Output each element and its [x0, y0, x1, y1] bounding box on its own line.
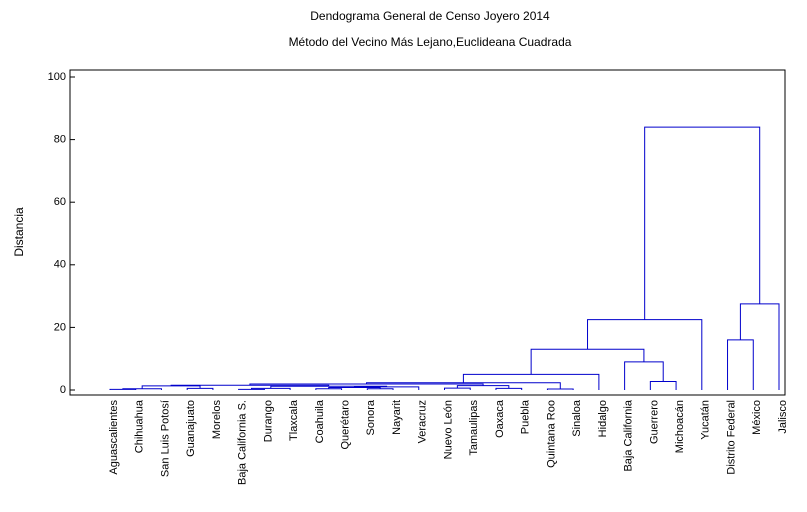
- leaf-label: Michoacán: [674, 400, 686, 453]
- leaf-label: Yucatán: [700, 400, 712, 440]
- y-axis-label: Distancia: [12, 207, 26, 257]
- leaf-label: Baja California: [623, 399, 635, 471]
- plot-frame: [69, 69, 786, 396]
- y-tick-label: 40: [54, 259, 66, 271]
- dendrogram-link: [238, 388, 265, 390]
- leaf-label: Tlaxcala: [288, 399, 300, 441]
- leaf-label: Chihuahua: [134, 399, 146, 453]
- chart-subtitle: Método del Vecino Más Lejano,Euclideana …: [289, 35, 572, 49]
- dendrogram-link: [644, 126, 761, 320]
- y-tick-label: 60: [54, 196, 66, 208]
- leaf-label: Sonora: [365, 399, 377, 435]
- dendrogram-link: [186, 387, 214, 390]
- dendrogram-link: [739, 303, 780, 390]
- leaf-label: México: [751, 400, 763, 435]
- leaf-label: Querétaro: [339, 400, 351, 450]
- leaf-label: Distrito Federal: [725, 400, 737, 475]
- dendrogram-link: [366, 388, 394, 390]
- leaf-label: Guerrero: [648, 400, 660, 444]
- leaf-label: Puebla: [520, 399, 532, 434]
- dendrogram-link: [727, 339, 754, 390]
- leaf-label: Guanajuato: [185, 400, 197, 457]
- dendrogram-link: [624, 361, 664, 390]
- leaf-label: San Luis Potosí: [159, 400, 171, 477]
- leaf-label: Aguascalientes: [108, 400, 120, 475]
- leaf-label: Sinaloa: [571, 399, 583, 437]
- leaf-label: Quintana Roo: [545, 400, 557, 468]
- chart-title: Dendograma General de Censo Joyero 2014: [310, 9, 550, 23]
- leaf-label: Hidalgo: [597, 400, 609, 437]
- leaf-label: Nayarit: [391, 400, 403, 435]
- dendrogram-link: [587, 319, 703, 390]
- dendrogram-link: [546, 388, 574, 390]
- y-tick-label: 20: [54, 321, 66, 333]
- y-tick-label: 100: [48, 71, 66, 83]
- dendrogram-link: [109, 388, 137, 390]
- dendrogram-link: [315, 388, 343, 390]
- leaf-label: Tamaulipas: [468, 400, 480, 456]
- dendrogram-link: [444, 387, 471, 390]
- leaf-label: Jalisco: [777, 400, 789, 434]
- leaf-label: Oaxaca: [494, 399, 506, 438]
- leaf-label: Baja California S.: [237, 400, 249, 485]
- leaf-label: Coahuila: [314, 399, 326, 443]
- leaf-label: Nuevo León: [442, 400, 454, 459]
- leaf-label: Morelos: [211, 400, 223, 440]
- leaf-label: Veracruz: [417, 400, 429, 443]
- dendrogram-link: [649, 381, 677, 390]
- y-tick-label: 0: [60, 384, 66, 396]
- y-tick-label: 80: [54, 134, 66, 146]
- leaf-label: Durango: [262, 400, 274, 442]
- dendrogram-link: [462, 373, 600, 390]
- dendrogram-link: [495, 387, 523, 390]
